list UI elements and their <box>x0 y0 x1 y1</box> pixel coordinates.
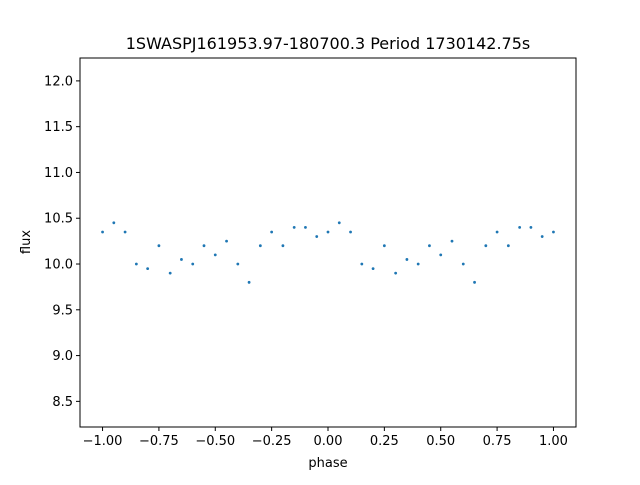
x-tick-label: −0.25 <box>252 434 292 449</box>
data-point <box>337 221 341 225</box>
data-point <box>371 267 375 270</box>
data-point <box>123 230 127 234</box>
data-point <box>292 225 296 229</box>
x-tick-label: 0.00 <box>314 434 343 449</box>
data-point <box>225 239 228 243</box>
data-point <box>134 262 138 266</box>
data-point <box>281 244 285 248</box>
data-point <box>112 221 116 225</box>
data-point <box>315 235 319 238</box>
data-point <box>258 244 262 248</box>
chart-title: 1SWASPJ161953.97-180700.3 Period 1730142… <box>126 34 531 53</box>
data-point <box>326 230 330 234</box>
data-point <box>428 244 431 248</box>
y-tick-label: 11.5 <box>44 120 73 135</box>
data-point <box>506 244 510 248</box>
data-point <box>529 225 533 229</box>
y-tick-label: 9.0 <box>52 349 73 364</box>
data-point <box>495 230 499 234</box>
data-point <box>405 258 409 261</box>
x-tick-label: 0.25 <box>370 434 399 449</box>
x-tick-label: −0.75 <box>139 434 179 449</box>
x-tick-label: 0.75 <box>483 434 512 449</box>
data-point <box>349 230 352 234</box>
data-point <box>473 280 476 284</box>
data-point <box>270 230 274 234</box>
data-point <box>552 230 555 234</box>
data-point <box>247 280 251 284</box>
scatter-points <box>101 221 555 284</box>
x-axis-label: phase <box>308 456 347 471</box>
data-point <box>518 225 522 229</box>
y-tick-label: 8.5 <box>52 395 73 410</box>
data-point <box>191 262 195 266</box>
data-point <box>360 262 364 266</box>
data-point <box>168 271 172 275</box>
y-tick-label: 9.5 <box>52 303 73 318</box>
data-point <box>157 244 161 248</box>
data-point <box>101 230 104 234</box>
data-point <box>439 253 443 257</box>
data-point <box>461 262 465 266</box>
y-axis-label: flux <box>19 230 34 254</box>
y-axis-ticks: 8.5 9.0 9.5 10.0 10.5 11.0 11.5 12.0 <box>44 74 80 410</box>
data-point <box>416 262 420 266</box>
data-point <box>213 253 217 257</box>
x-tick-label: −0.50 <box>195 434 235 449</box>
x-axis-ticks: −1.00 −0.75 −0.50 −0.25 0.00 0.25 0.50 0.75 1.00 <box>83 427 568 449</box>
y-tick-label: 10.5 <box>44 212 73 227</box>
data-point <box>484 244 488 248</box>
data-point <box>202 244 206 248</box>
y-tick-label: 10.0 <box>44 258 73 273</box>
y-tick-label: 11.0 <box>44 166 73 181</box>
y-tick-label: 12.0 <box>44 74 73 89</box>
x-tick-label: 0.50 <box>426 434 455 449</box>
data-point <box>304 225 307 229</box>
data-point <box>146 267 150 270</box>
data-point <box>450 239 454 243</box>
x-tick-label: 1.00 <box>539 434 568 449</box>
data-point <box>382 244 386 248</box>
data-point <box>180 258 183 261</box>
x-tick-label: −1.00 <box>83 434 123 449</box>
data-point <box>394 271 398 275</box>
data-point <box>540 235 544 238</box>
data-point <box>236 262 240 266</box>
